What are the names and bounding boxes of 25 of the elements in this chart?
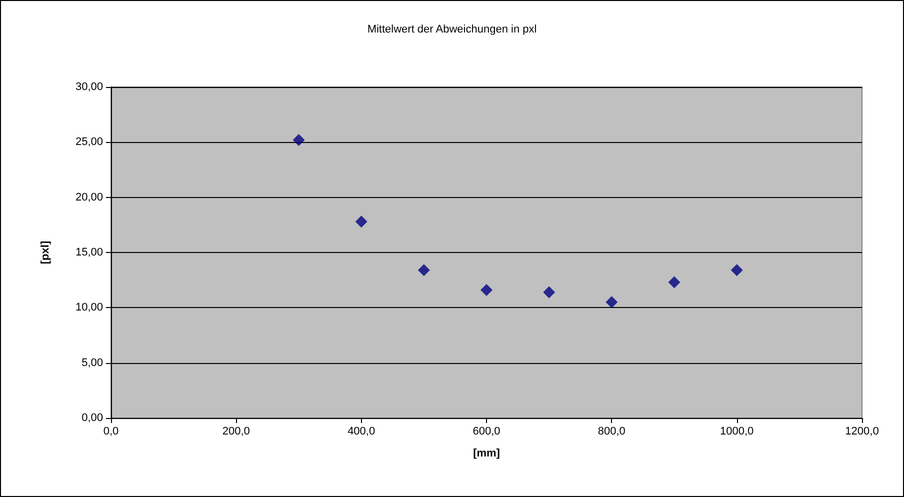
x-axis-title: [mm] <box>473 448 500 460</box>
point <box>606 296 618 308</box>
x-tick-label: 800,0 <box>598 426 626 438</box>
y-axis-title: [pxl] <box>40 240 52 264</box>
point <box>355 216 368 228</box>
y-tick-label: 15,00 <box>75 246 103 258</box>
y-tick-label: 5,00 <box>82 356 103 369</box>
x-tick-label: 200,0 <box>222 426 250 438</box>
y-tick-label: 10,00 <box>75 302 103 314</box>
y-tick-label: 0,00 <box>82 412 103 424</box>
x-tick-label: 1000,0 <box>720 426 754 438</box>
y-tick-label: 20,00 <box>75 191 103 204</box>
x-tick-label: 400,0 <box>348 426 376 438</box>
y-tick-label: 30,00 <box>75 81 103 93</box>
point <box>543 286 556 298</box>
point <box>730 264 743 276</box>
x-tick-label: 0,0 <box>103 426 119 438</box>
point <box>292 134 305 146</box>
x-tick-label: 1200,0 <box>845 426 879 438</box>
point <box>418 264 430 276</box>
chart-title: Mittelwert der Abweichungen in pxl <box>367 24 537 36</box>
x-tick-label: 600,0 <box>472 426 500 438</box>
point <box>480 284 492 296</box>
y-tick-label: 25,00 <box>75 136 103 148</box>
point <box>668 276 680 288</box>
